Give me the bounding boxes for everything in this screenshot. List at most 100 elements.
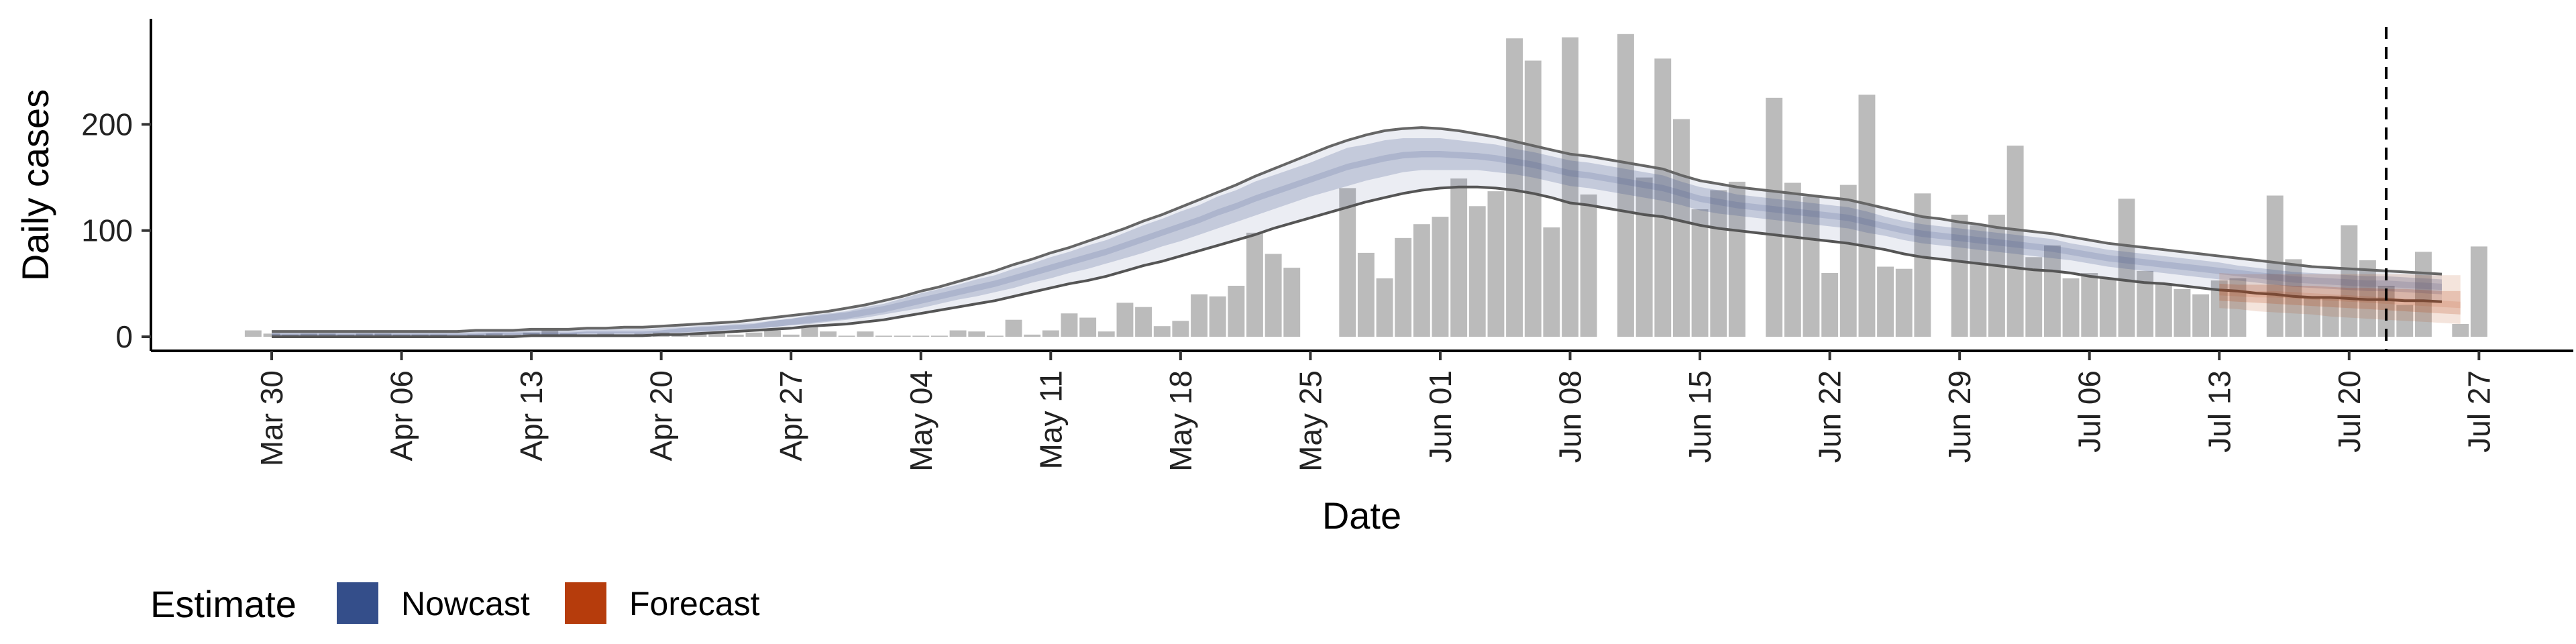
case-bar — [708, 332, 726, 337]
case-bar — [1246, 232, 1263, 337]
y-tick-label: 200 — [81, 107, 133, 142]
case-bar — [2174, 288, 2191, 337]
legend-title: Estimate — [150, 583, 297, 625]
case-bar — [2099, 278, 2116, 337]
case-bar — [486, 333, 503, 337]
case-bar — [1710, 190, 1727, 337]
case-bar — [1988, 215, 2005, 337]
case-bar — [1821, 273, 1839, 337]
case-bar — [1580, 194, 1597, 337]
case-bar — [1877, 266, 1894, 337]
x-tick-label: Apr 13 — [514, 370, 549, 462]
case-bar — [1858, 95, 1876, 337]
case-bar — [1506, 38, 1523, 337]
case-bar — [2341, 225, 2358, 337]
case-bar — [1228, 286, 1245, 337]
case-bar — [2081, 273, 2098, 337]
forecast-median-band — [2219, 288, 2461, 309]
case-bar — [1562, 37, 1578, 337]
case-bar — [1970, 225, 1987, 337]
series-layer — [272, 126, 2461, 338]
case-bar — [2118, 199, 2135, 337]
forecast-inner-band — [2219, 283, 2461, 315]
case-bar — [1487, 191, 1505, 337]
case-bar — [1468, 206, 1486, 337]
case-bar — [2062, 278, 2080, 337]
case-bar — [1283, 268, 1301, 337]
case-bar — [986, 335, 1004, 337]
bars-layer — [244, 34, 2487, 337]
case-bar — [1061, 313, 1078, 337]
case-bar — [1042, 330, 1059, 337]
case-bar — [374, 333, 392, 337]
x-tick-label: Jun 15 — [1682, 370, 1717, 463]
x-tick-label: Jun 08 — [1553, 370, 1588, 463]
case-bar — [2304, 296, 2320, 337]
x-ticks: Mar 30 Apr 06 Apr 13 Apr 20 Apr 27 May 04 May … — [254, 351, 2496, 472]
case-bar — [244, 330, 262, 337]
case-bar — [949, 330, 967, 337]
x-tick-label: Apr 27 — [773, 370, 808, 462]
case-bar — [782, 334, 800, 337]
x-tick-label: Apr 20 — [644, 370, 679, 462]
x-tick-label: May 25 — [1293, 370, 1328, 472]
legend-swatch-forecast — [565, 582, 606, 624]
case-bar — [1617, 34, 1634, 337]
case-bar — [1005, 319, 1022, 337]
case-bar — [1673, 119, 1690, 337]
x-tick-label: Jun 29 — [1942, 370, 1977, 463]
case-bar — [2415, 252, 2432, 337]
x-tick-label: Apr 06 — [384, 370, 419, 462]
case-bar — [1357, 252, 1375, 337]
case-bar — [1839, 184, 1857, 337]
y-tick-label: 100 — [81, 213, 133, 248]
case-bar — [912, 335, 930, 337]
case-bar — [1395, 237, 1412, 337]
case-bar — [894, 335, 911, 337]
case-bar — [1803, 197, 1820, 337]
case-bar — [1209, 296, 1226, 337]
case-bar — [2155, 283, 2172, 337]
case-bar — [2452, 324, 2469, 337]
case-bar — [1654, 58, 1672, 337]
case-bar — [1895, 268, 1913, 337]
case-bar — [1951, 215, 1968, 337]
case-bar — [1079, 317, 1097, 337]
case-bar — [2006, 146, 2024, 337]
case-bar — [1116, 303, 1134, 337]
nowcast-upper-line — [272, 126, 2443, 333]
case-bar — [1728, 181, 1746, 337]
legend: Estimate Nowcast Forecast — [150, 582, 760, 625]
case-bar — [838, 335, 855, 337]
nowcast-median-band — [272, 151, 2442, 338]
case-bar — [1339, 188, 1356, 337]
x-axis-title: Date — [1322, 494, 1401, 537]
case-bar — [1153, 326, 1171, 337]
case-bar — [968, 331, 985, 337]
case-bar — [1543, 227, 1560, 337]
case-bar — [1191, 294, 1208, 337]
x-tick-label: May 04 — [904, 370, 938, 472]
x-tick-label: Jul 06 — [2072, 370, 2107, 453]
case-bar — [1024, 334, 1041, 337]
x-tick-label: Jun 01 — [1423, 370, 1458, 463]
case-bar — [1691, 209, 1709, 337]
legend-label-forecast: Forecast — [629, 585, 760, 623]
case-bar — [820, 331, 837, 337]
x-tick-label: Mar 30 — [254, 370, 289, 466]
case-bar — [727, 334, 744, 337]
case-bar — [1265, 254, 1282, 337]
case-bar — [875, 335, 892, 337]
case-bar — [1432, 217, 1449, 337]
y-ticks: 0 100 200 — [81, 107, 151, 354]
nowcast-outer-band — [272, 127, 2442, 337]
case-bar — [1450, 178, 1468, 337]
case-bar — [356, 333, 373, 337]
case-bar — [2322, 296, 2339, 337]
y-tick-label: 0 — [115, 319, 133, 354]
case-bar — [1172, 321, 1189, 337]
case-bar — [2396, 305, 2414, 337]
case-bar — [541, 330, 559, 337]
case-bar — [1376, 278, 1393, 337]
case-bar — [2229, 278, 2247, 337]
